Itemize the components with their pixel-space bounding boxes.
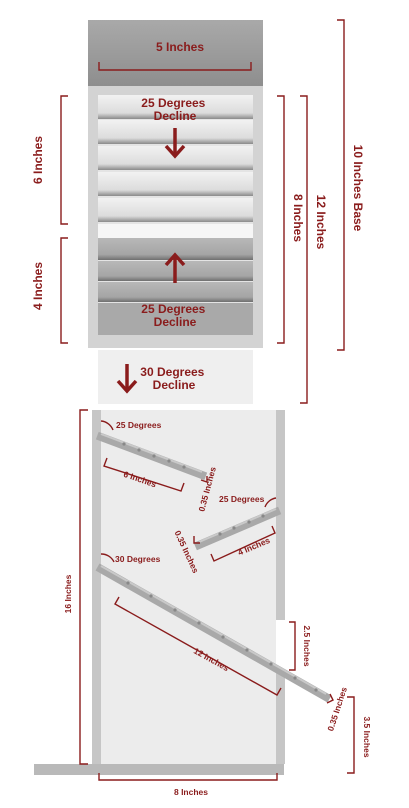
label-angle-3: 30 Degrees	[115, 554, 161, 564]
angle-arc-2	[264, 497, 277, 508]
dim-width-line	[98, 62, 252, 71]
dim-height	[79, 409, 88, 765]
angle-arc-3	[100, 553, 115, 563]
upper-decline-line1: 25 Degrees	[141, 96, 205, 110]
label-bottom-decline: 30 Degrees Decline	[140, 365, 207, 392]
label-left-lower: 4 Inches	[31, 262, 45, 310]
bottom-decline-line1: 30 Degrees	[140, 365, 204, 379]
label-thk-3: 0.35 Inches	[325, 685, 349, 732]
side-base-plate	[34, 764, 284, 775]
dim-bottom-right	[347, 696, 355, 774]
label-angle-2: 25 Degrees	[219, 494, 265, 504]
shelf-lower-1	[98, 238, 253, 260]
dim-len-1	[103, 457, 185, 492]
arrow-down-icon	[164, 128, 186, 159]
shelf-lower-4	[98, 303, 253, 335]
shelf-upper-4	[98, 172, 253, 196]
label-angle-1: 25 Degrees	[116, 420, 162, 430]
dim-right-mid	[300, 95, 308, 404]
shelf-gap	[98, 224, 253, 238]
dim-len-3	[114, 596, 282, 696]
ramp-middle	[193, 506, 282, 551]
dim-len-2	[210, 525, 276, 562]
lower-decline-line2: Decline	[154, 315, 197, 329]
thk-mark-1	[200, 476, 208, 483]
dim-base	[98, 773, 278, 781]
dim-right-outer	[337, 19, 345, 351]
ramp-lower	[95, 563, 332, 703]
upper-decline-line2: Decline	[154, 109, 197, 123]
shelf-lower-3	[98, 282, 253, 302]
dim-right-inner	[277, 95, 285, 344]
dim-gap	[289, 621, 296, 671]
thk-mark-3	[326, 693, 334, 704]
side-body	[96, 410, 284, 764]
side-view: 25 Degrees 25 Degrees 30 Degrees 6 Inche…	[34, 409, 372, 797]
top-cap	[88, 20, 263, 86]
label-lower-decline: 25 Degrees Decline	[141, 302, 208, 329]
bottom-decline-line2: Decline	[153, 378, 196, 392]
label-gap: 2.5 Inches	[302, 625, 312, 666]
thk-mark-2	[193, 536, 200, 544]
label-left-upper: 6 Inches	[31, 136, 45, 184]
arrow-up-icon	[164, 252, 186, 283]
label-upper-decline: 25 Degrees Decline	[141, 96, 208, 123]
shelf-upper-1	[98, 95, 253, 119]
bottom-ramp	[98, 350, 253, 404]
arrow-down-icon	[116, 364, 138, 394]
side-opening	[276, 620, 285, 672]
label-base: 8 Inches	[174, 787, 208, 797]
label-right-outer: 10 Inches Base	[351, 145, 365, 232]
label-width: 5 Inches	[156, 40, 204, 54]
dim-left-lower	[60, 237, 68, 344]
ramp-upper	[95, 431, 208, 481]
angle-arc-1	[100, 420, 114, 431]
shelf-upper-5	[98, 198, 253, 222]
label-height: 16 Inches	[63, 574, 73, 613]
top-view: 5 Inches 25 Degrees Decline 25 Degrees D…	[31, 19, 365, 404]
label-right-inner: 8 Inches	[291, 194, 305, 242]
label-right-mid: 12 Inches	[314, 195, 328, 250]
side-right-wall-lower	[276, 672, 285, 764]
label-bottom-right: 3.5 Inches	[362, 716, 372, 757]
lower-decline-line1: 25 Degrees	[141, 302, 205, 316]
dim-left-upper	[60, 95, 68, 225]
side-left-wall	[92, 410, 101, 764]
side-right-wall-upper	[276, 410, 285, 620]
